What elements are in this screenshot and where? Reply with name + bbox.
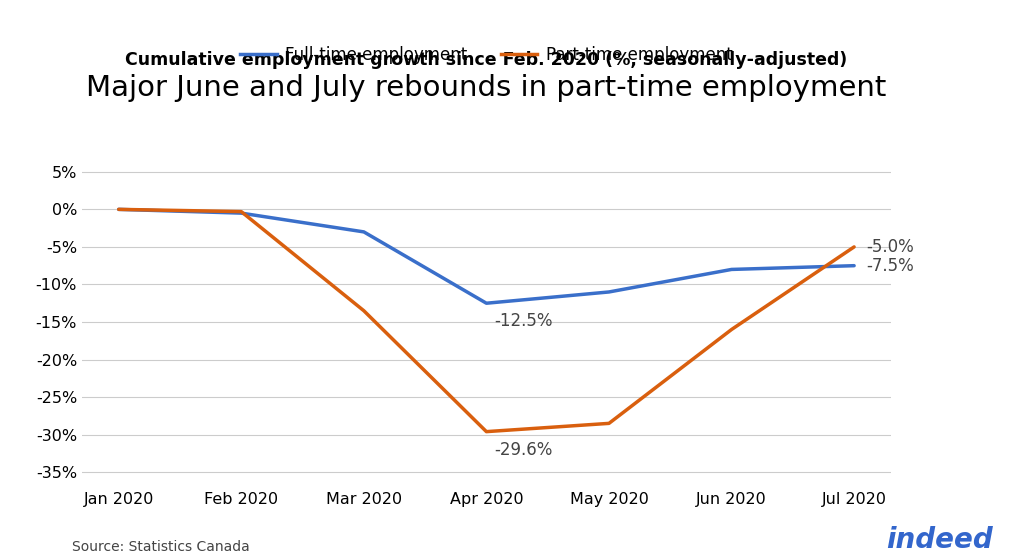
Part-time employment [848,244,860,250]
Text: -12.5%: -12.5% [494,312,552,330]
Legend: Full-time employment, Part-time employment: Full-time employment, Part-time employme… [233,40,739,71]
Text: indeed: indeed [887,526,993,554]
Title: Major June and July rebounds in part-time employment: Major June and July rebounds in part-tim… [86,74,887,102]
Full-time employment [725,266,737,273]
Full-time employment [236,210,248,217]
Text: -29.6%: -29.6% [494,441,552,459]
Full-time employment [603,288,615,295]
Line: Part-time employment: Part-time employment [119,209,854,432]
Part-time employment [236,208,248,215]
Text: Cumulative employment growth since Feb. 2020 (%, seasonally-adjusted): Cumulative employment growth since Feb. … [125,52,848,69]
Part-time employment [603,420,615,427]
Part-time employment [480,428,493,435]
Full-time employment [357,228,370,235]
Part-time employment [725,326,737,333]
Part-time employment [113,206,125,213]
Full-time employment [848,262,860,269]
Text: -7.5%: -7.5% [866,256,914,275]
Part-time employment [357,307,370,314]
Text: -5.0%: -5.0% [866,238,914,256]
Line: Full-time employment: Full-time employment [119,209,854,303]
Full-time employment [480,300,493,306]
Text: Source: Statistics Canada: Source: Statistics Canada [72,540,250,554]
Full-time employment [113,206,125,213]
